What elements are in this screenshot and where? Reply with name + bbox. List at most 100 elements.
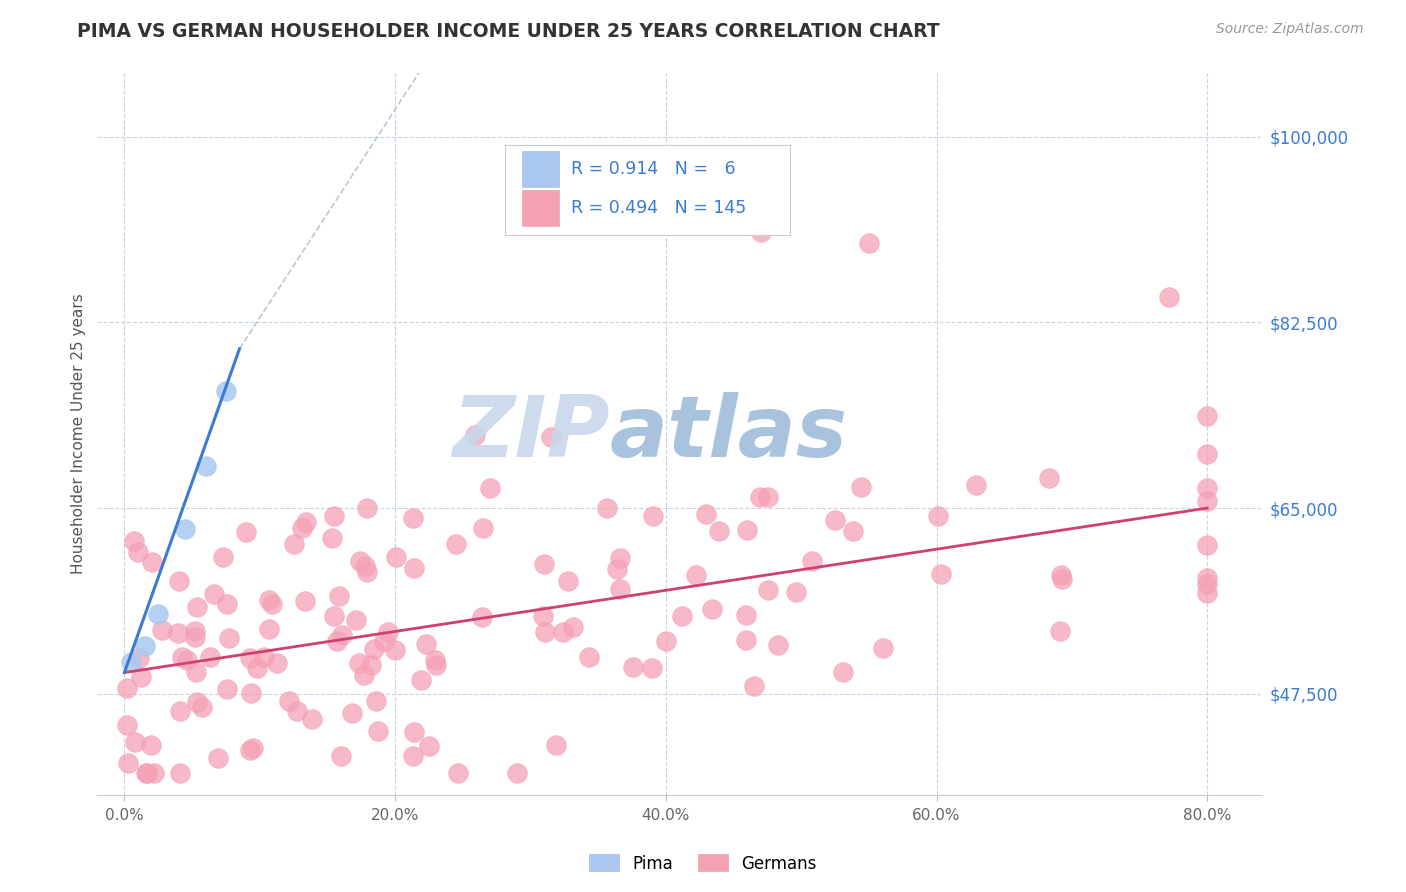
Point	[742, 680, 765, 694]
Point	[671, 609, 693, 624]
Point	[621, 660, 644, 674]
Point	[202, 586, 225, 600]
Point	[127, 544, 149, 558]
Point	[122, 534, 145, 549]
Point	[1159, 290, 1181, 304]
Text: PIMA VS GERMAN HOUSEHOLDER INCOME UNDER 25 YEARS CORRELATION CHART: PIMA VS GERMAN HOUSEHOLDER INCOME UNDER …	[77, 22, 941, 41]
Point	[200, 650, 222, 665]
Point	[170, 649, 193, 664]
Point	[749, 490, 772, 504]
Point	[321, 531, 343, 545]
Point	[326, 634, 349, 648]
Point	[150, 623, 173, 637]
Point	[756, 490, 779, 504]
Point	[135, 766, 157, 780]
Point	[641, 661, 664, 675]
Y-axis label: Householder Income Under 25 years: Householder Income Under 25 years	[72, 293, 86, 574]
Point	[402, 749, 425, 764]
Text: Source: ZipAtlas.com: Source: ZipAtlas.com	[1216, 22, 1364, 37]
Point	[735, 524, 758, 538]
Point	[239, 742, 262, 756]
Point	[533, 624, 555, 639]
Point	[1197, 586, 1219, 600]
Text: R = 0.494   N = 145: R = 0.494 N = 145	[571, 199, 747, 217]
Point	[1197, 494, 1219, 508]
Point	[842, 524, 865, 538]
Text: R = 0.914   N =   6: R = 0.914 N = 6	[571, 160, 735, 178]
Point	[423, 653, 446, 667]
Point	[801, 554, 824, 568]
Point	[444, 537, 467, 551]
Point	[349, 554, 371, 568]
Point	[328, 589, 350, 603]
Text: ZIP: ZIP	[451, 392, 610, 475]
Point	[363, 642, 385, 657]
Point	[266, 657, 288, 671]
Point	[291, 521, 314, 535]
Point	[294, 593, 316, 607]
Point	[768, 638, 790, 652]
Point	[655, 633, 678, 648]
Point	[557, 574, 579, 589]
Point	[356, 500, 378, 515]
Point	[295, 515, 318, 529]
Point	[709, 524, 731, 539]
Point	[685, 568, 707, 582]
FancyBboxPatch shape	[522, 190, 560, 226]
Point	[257, 622, 280, 636]
Point	[285, 705, 308, 719]
Point	[447, 766, 470, 780]
Point	[377, 625, 399, 640]
Point	[385, 550, 408, 565]
Point	[322, 608, 344, 623]
Point	[832, 665, 855, 679]
Point	[478, 482, 501, 496]
Point	[965, 477, 987, 491]
Point	[749, 225, 772, 239]
Point	[695, 507, 717, 521]
Point	[578, 649, 600, 664]
Point	[194, 458, 217, 473]
Point	[135, 766, 157, 780]
Point	[531, 609, 554, 624]
Point	[1038, 471, 1060, 485]
Point	[404, 561, 426, 575]
Point	[346, 613, 368, 627]
Text: atlas: atlas	[610, 392, 848, 475]
Point	[872, 641, 894, 656]
Point	[139, 738, 162, 752]
Point	[215, 384, 238, 399]
Point	[128, 650, 150, 665]
Point	[609, 551, 631, 566]
Point	[169, 574, 191, 588]
Point	[186, 695, 208, 709]
Point	[849, 480, 872, 494]
Point	[540, 430, 562, 444]
Point	[367, 723, 389, 738]
Point	[183, 630, 205, 644]
Point	[169, 704, 191, 718]
Point	[641, 509, 664, 524]
Point	[207, 751, 229, 765]
Point	[356, 565, 378, 579]
Point	[142, 766, 165, 780]
Point	[418, 739, 440, 753]
Point	[756, 582, 779, 597]
Point	[260, 597, 283, 611]
Point	[1049, 624, 1071, 639]
Point	[134, 639, 156, 653]
Point	[858, 235, 880, 250]
Point	[349, 656, 371, 670]
Point	[257, 592, 280, 607]
Point	[425, 658, 447, 673]
Point	[1197, 571, 1219, 585]
Point	[734, 632, 756, 647]
FancyBboxPatch shape	[505, 145, 790, 235]
Point	[415, 637, 437, 651]
Point	[169, 766, 191, 780]
Point	[239, 686, 262, 700]
Point	[184, 624, 207, 639]
Point	[1197, 409, 1219, 423]
Point	[129, 670, 152, 684]
Point	[544, 738, 567, 752]
